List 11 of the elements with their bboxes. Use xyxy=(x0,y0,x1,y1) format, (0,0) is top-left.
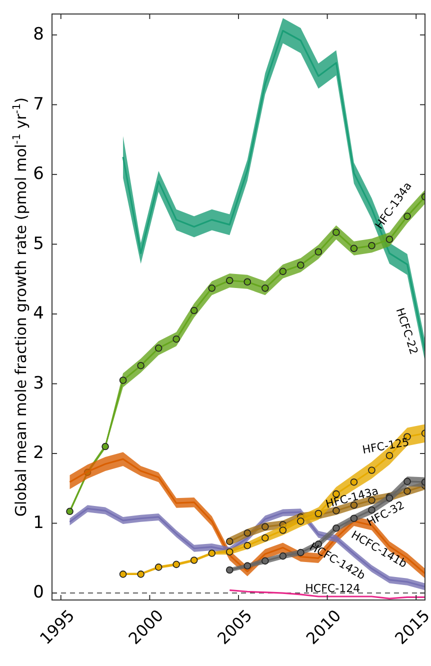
series-label: HCFC-124 xyxy=(305,582,360,595)
y-tick-label: 4 xyxy=(33,304,44,324)
y-tick-label: 3 xyxy=(33,373,44,394)
y-tick-label: 5 xyxy=(33,234,44,254)
y-tick-label: 7 xyxy=(33,94,44,114)
y-tick-label: 8 xyxy=(33,24,44,45)
text: HFC-125 xyxy=(361,436,410,457)
y-tick-label: 0 xyxy=(33,582,44,603)
y-tick-label: 2 xyxy=(33,443,44,464)
y-tick-label: 1 xyxy=(33,512,44,533)
y-tick-label: 6 xyxy=(33,164,44,184)
